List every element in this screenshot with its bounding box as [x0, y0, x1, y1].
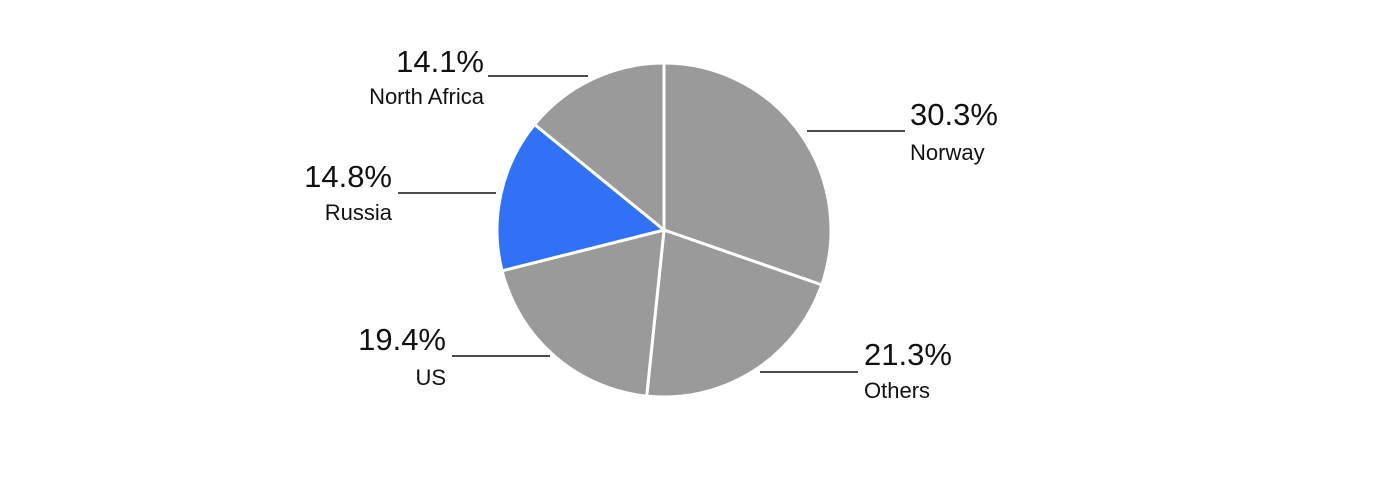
pie-slice-north-africa: [532, 61, 666, 234]
data-label-percent: 14.8%: [304, 159, 392, 194]
data-label-name: US: [415, 365, 446, 390]
pie-slice-norway: [662, 61, 833, 287]
data-label-percent: 30.3%: [910, 97, 998, 132]
data-label-percent: 21.3%: [864, 337, 952, 372]
data-label-percent: 14.1%: [396, 44, 484, 79]
pie-slice-others: [645, 227, 824, 399]
pie-slice-russia: [495, 122, 668, 273]
data-label-name: Others: [864, 378, 930, 403]
data-label-name: Russia: [325, 200, 393, 225]
data-label-name: North Africa: [369, 84, 485, 109]
data-label-name: Norway: [910, 140, 985, 165]
data-label-percent: 19.4%: [358, 322, 446, 357]
pie-slice-us: [500, 228, 666, 398]
